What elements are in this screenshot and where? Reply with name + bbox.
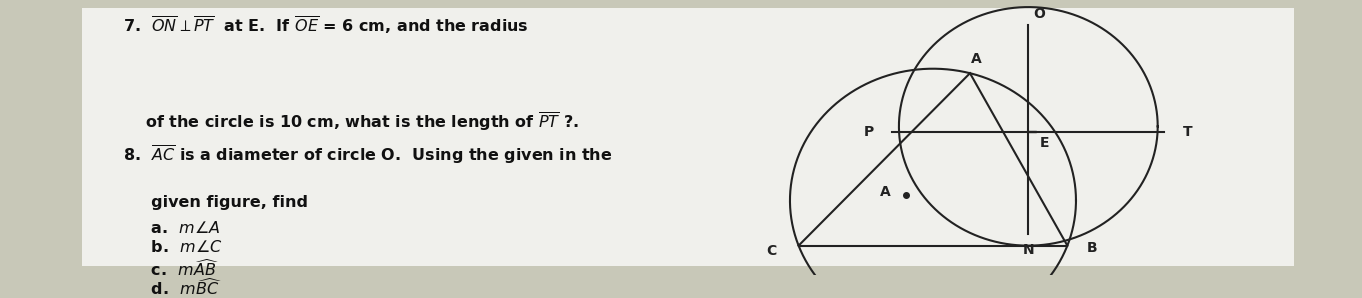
Text: C: C [767, 244, 776, 258]
Text: 7.  $\overline{ON} \perp \overline{PT}$  at E.  If $\overline{OE}$ = 6 cm, and t: 7. $\overline{ON} \perp \overline{PT}$ a… [123, 14, 528, 36]
Text: O: O [1034, 7, 1045, 21]
Text: E: E [1041, 136, 1049, 150]
Text: A: A [880, 185, 891, 199]
Text: B: B [1087, 241, 1098, 255]
FancyBboxPatch shape [82, 8, 1294, 266]
Text: T: T [1182, 125, 1192, 139]
Text: c.  $m\widehat{AB}$: c. $m\widehat{AB}$ [123, 258, 219, 279]
Text: d.  $m\widehat{BC}$: d. $m\widehat{BC}$ [123, 277, 221, 298]
Text: N: N [1023, 243, 1034, 257]
Text: given figure, find: given figure, find [123, 195, 308, 210]
Text: of the circle is 10 cm, what is the length of $\overline{PT}$ ?.: of the circle is 10 cm, what is the leng… [123, 110, 579, 133]
Text: a.  $m\angle A$: a. $m\angle A$ [123, 220, 221, 236]
Text: A: A [971, 52, 982, 66]
Text: b.  $m\angle C$: b. $m\angle C$ [123, 239, 222, 255]
Text: 8.  $\overline{AC}$ is a diameter of circle O.  Using the given in the: 8. $\overline{AC}$ is a diameter of circ… [123, 143, 612, 166]
Text: P: P [864, 125, 874, 139]
